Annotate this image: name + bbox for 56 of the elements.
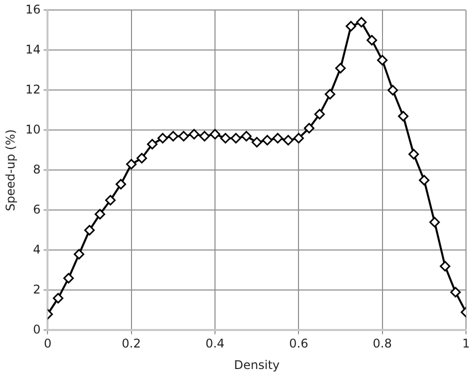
point <box>74 248 84 260</box>
point <box>105 194 116 206</box>
point <box>377 54 388 66</box>
point <box>230 132 242 144</box>
point <box>450 286 461 298</box>
point <box>388 84 398 96</box>
x-tick-label: 0.2 <box>122 336 141 351</box>
x-tick-label: 0.4 <box>205 336 225 351</box>
x-axis-title: Density <box>234 358 280 372</box>
y-tick-label: 4 <box>33 242 41 256</box>
point <box>324 88 336 100</box>
point <box>440 260 450 272</box>
point <box>293 132 304 144</box>
y-tick-label: 14 <box>25 42 41 56</box>
point <box>304 122 314 134</box>
point <box>408 148 419 160</box>
point <box>429 216 440 228</box>
point <box>168 130 178 142</box>
y-tick-label: 16 <box>25 2 41 16</box>
y-axis-title: Speed-up (%) <box>3 129 18 212</box>
x-tick-label: 0.8 <box>372 336 392 351</box>
point <box>94 208 106 220</box>
point <box>252 136 262 148</box>
point <box>136 152 148 164</box>
point <box>188 128 200 140</box>
y-tick-label: 10 <box>25 122 41 136</box>
point <box>356 16 367 28</box>
x-tick-label: 1 <box>462 336 470 351</box>
point <box>272 132 283 144</box>
point <box>210 128 220 140</box>
point <box>52 292 64 304</box>
point <box>126 158 137 170</box>
point <box>241 130 252 142</box>
point <box>84 224 95 236</box>
point <box>366 34 378 46</box>
point <box>346 20 356 32</box>
point <box>63 272 74 284</box>
y-tick-label: 12 <box>25 82 41 96</box>
point <box>199 130 210 142</box>
y-tick-label: 8 <box>33 162 41 176</box>
x-tick-label: 0 <box>44 336 52 351</box>
point <box>262 134 273 146</box>
point <box>314 108 325 120</box>
point <box>147 138 158 150</box>
point <box>398 110 408 122</box>
y-tick-label: 2 <box>33 282 41 296</box>
y-tick-label: 6 <box>33 202 41 216</box>
point <box>335 62 346 74</box>
point <box>282 134 294 146</box>
y-tick-label: 0 <box>33 322 41 336</box>
point <box>220 132 231 144</box>
point <box>418 174 430 186</box>
point <box>116 178 126 190</box>
point <box>157 132 168 144</box>
x-tick-label: 0.6 <box>289 336 308 351</box>
point <box>178 130 189 142</box>
